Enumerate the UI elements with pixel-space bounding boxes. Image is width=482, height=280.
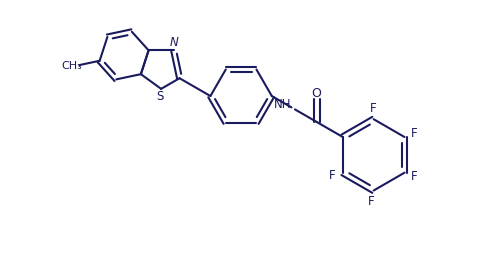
Text: F: F (370, 102, 377, 115)
Text: S: S (157, 90, 164, 103)
Text: N: N (169, 36, 178, 50)
Text: F: F (368, 195, 375, 208)
Text: F: F (329, 169, 335, 182)
Text: CH₃: CH₃ (62, 60, 82, 71)
Text: F: F (411, 170, 418, 183)
Text: F: F (411, 127, 418, 139)
Text: NH: NH (274, 99, 292, 111)
Text: O: O (312, 87, 321, 100)
